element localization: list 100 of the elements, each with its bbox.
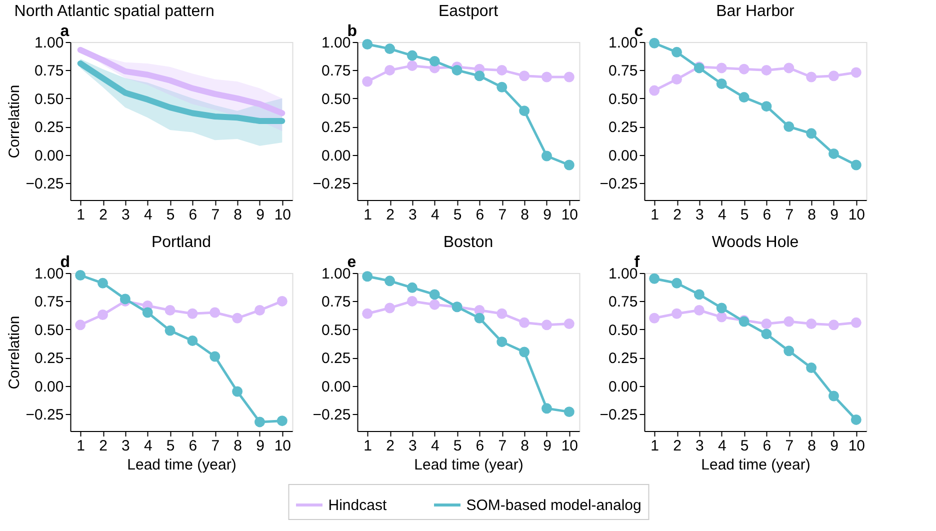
point (649, 85, 660, 96)
point (384, 276, 396, 286)
point (649, 38, 660, 48)
x-tick-label: 7 (785, 438, 794, 454)
point (806, 362, 817, 374)
y-tick-label: 0.25 (34, 350, 64, 368)
point (672, 74, 682, 84)
point (850, 67, 862, 78)
point (716, 62, 727, 74)
x-tick-label: 9 (830, 438, 838, 454)
x-tick-label: 7 (498, 206, 507, 224)
point (429, 289, 440, 300)
point (761, 318, 772, 330)
point (541, 403, 552, 414)
point (75, 320, 86, 330)
point (406, 296, 418, 306)
point (406, 50, 418, 61)
y-tick-label: −0.25 (312, 406, 351, 424)
x-tick-label: 2 (386, 438, 394, 454)
x-tick-label: 1 (364, 438, 372, 454)
point (98, 278, 108, 288)
y-tick-label: 1.00 (322, 34, 351, 52)
y-tick-label: 1.00 (322, 266, 351, 282)
x-tick-label: 10 (848, 206, 866, 224)
x-tick-label: 4 (430, 438, 440, 454)
point (850, 317, 862, 328)
legend-label: Hindcast (328, 497, 388, 514)
point (496, 308, 508, 319)
x-tick-label: 4 (718, 206, 726, 224)
x-tick-label: 3 (696, 206, 704, 224)
y-tick-label: 1.00 (608, 34, 638, 52)
point (429, 56, 440, 66)
x-tick-label: 8 (520, 438, 529, 454)
x-tick-label: 8 (808, 206, 816, 224)
point (694, 289, 704, 300)
point (384, 302, 396, 314)
x-tick-label: 5 (166, 438, 175, 454)
y-tick-label: 1.00 (608, 266, 638, 282)
point (210, 307, 220, 318)
point (362, 76, 373, 87)
point (164, 325, 176, 336)
x-tick-label: 5 (453, 206, 462, 224)
point (276, 296, 288, 306)
point (384, 64, 396, 76)
point (496, 336, 508, 348)
x-tick-label: 4 (144, 206, 152, 224)
point (806, 128, 817, 139)
x-tick-label: 6 (762, 206, 772, 224)
y-tick-label: 0.00 (34, 147, 64, 164)
y-tick-label: 0.50 (34, 90, 64, 108)
x-tick-label: 10 (274, 438, 292, 454)
point (716, 312, 727, 322)
x-tick-label: 10 (561, 438, 578, 454)
x-tick-label: 4 (430, 206, 440, 224)
y-tick-label: 0.25 (608, 119, 638, 136)
x-tick-label: 5 (166, 206, 175, 224)
point (784, 346, 794, 356)
y-tick-label: 0.75 (34, 294, 64, 311)
point (474, 312, 485, 324)
point (672, 278, 682, 288)
point (519, 317, 530, 328)
point (232, 386, 243, 397)
point (519, 70, 530, 82)
point (496, 82, 508, 92)
y-tick-label: 0.50 (34, 322, 64, 339)
point (541, 150, 552, 162)
point (406, 282, 418, 293)
y-tick-label: 0.75 (322, 294, 351, 311)
x-tick-label: 6 (188, 438, 198, 454)
point (541, 320, 552, 330)
x-tick-label: 1 (364, 206, 372, 224)
x-tick-label: 10 (561, 206, 578, 224)
point (75, 270, 86, 280)
x-tick-label: 9 (543, 438, 552, 454)
point (254, 416, 265, 428)
x-tick-label: 3 (696, 438, 704, 454)
y-tick-label: 0.25 (322, 119, 351, 136)
y-tick-label: 0.25 (322, 350, 351, 368)
point (806, 318, 817, 330)
point (187, 335, 198, 346)
point (672, 46, 682, 58)
y-tick-label: 0.50 (322, 322, 351, 339)
point (362, 271, 373, 282)
point (716, 302, 727, 314)
x-tick-label: 9 (830, 206, 838, 224)
point (98, 310, 108, 320)
x-tick-label: 3 (408, 438, 417, 454)
y-tick-label: 1.00 (34, 266, 64, 282)
x-tick-label: 2 (673, 206, 682, 224)
point (649, 312, 660, 324)
x-tick-label: 2 (99, 438, 108, 454)
point (564, 406, 574, 418)
point (828, 148, 839, 159)
point (276, 416, 288, 426)
x-tick-label: 7 (211, 438, 220, 454)
point (806, 72, 817, 82)
x-tick-label: 5 (740, 438, 749, 454)
y-tick-label: 0.50 (608, 322, 638, 339)
x-tick-label: 5 (453, 438, 462, 454)
y-tick-label: 0.25 (608, 350, 638, 368)
